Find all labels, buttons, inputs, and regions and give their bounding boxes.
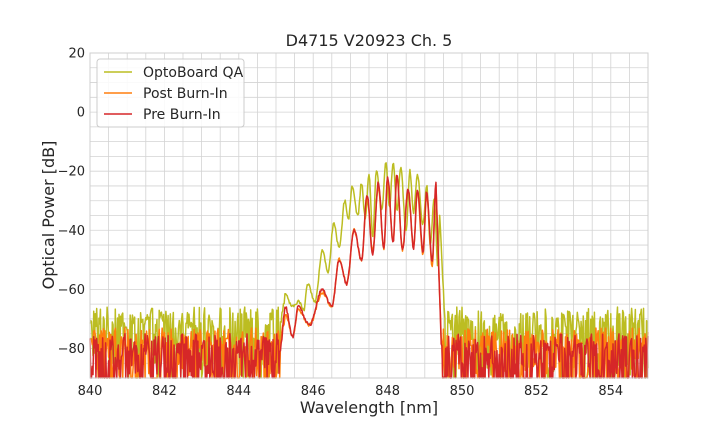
- plot-frame: [89, 52, 649, 379]
- y-tick-label: −20: [58, 165, 85, 180]
- legend: OptoBoard QA Post Burn-In Pre Burn-In: [96, 58, 245, 128]
- y-tick-label: 0: [77, 106, 85, 121]
- legend-label: Pre Burn-In: [143, 107, 221, 123]
- y-axis-title: Optical Power [dB]: [39, 141, 58, 290]
- x-tick-labels: 840 842 844 846 848 850 852 854: [78, 384, 624, 399]
- x-tick-label: 850: [450, 384, 475, 399]
- x-tick-label: 840: [78, 384, 103, 399]
- x-tick-label: 854: [598, 384, 623, 399]
- legend-label: Post Burn-In: [143, 86, 228, 102]
- x-tick-label: 848: [375, 384, 400, 399]
- legend-label: OptoBoard QA: [143, 65, 244, 81]
- x-tick-label: 852: [524, 384, 549, 399]
- series-line-2: [89, 174, 649, 379]
- y-tick-label: −80: [58, 342, 85, 357]
- y-tick-label: 20: [68, 47, 85, 62]
- y-tick-label: −60: [58, 283, 85, 298]
- x-axis-title: Wavelength [nm]: [300, 398, 438, 417]
- y-tick-label: −40: [58, 224, 85, 239]
- x-tick-label: 844: [226, 384, 251, 399]
- chart-title: D4715 V20923 Ch. 5: [286, 31, 453, 50]
- legend-box: [96, 58, 245, 128]
- x-tick-label: 846: [301, 384, 326, 399]
- x-tick-label: 842: [152, 384, 177, 399]
- series-layer: [89, 162, 649, 379]
- y-tick-labels: 20 0 −20 −40 −60 −80: [58, 47, 85, 357]
